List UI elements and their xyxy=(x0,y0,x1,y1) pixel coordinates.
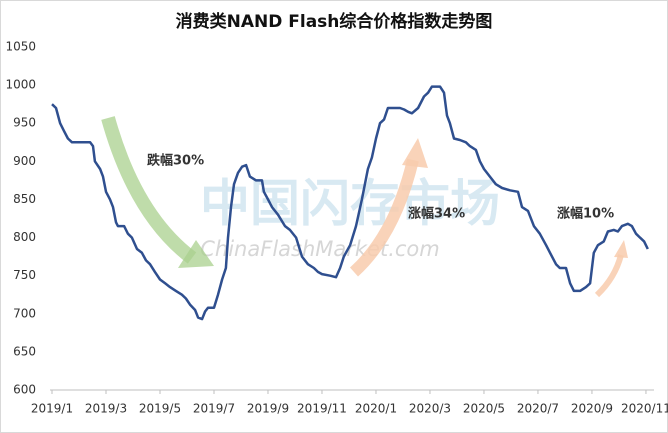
y-tick-label: 950 xyxy=(13,116,36,130)
x-tick-label: 2019/3 xyxy=(85,402,127,416)
down-arrow xyxy=(101,116,197,264)
x-tick-label: 2020/7 xyxy=(517,402,559,416)
x-tick-label: 2020/11 xyxy=(621,402,668,416)
small-up-arrow xyxy=(594,254,624,298)
down-arrow-head xyxy=(178,240,214,268)
y-tick-label: 850 xyxy=(13,192,36,206)
y-tick-label: 700 xyxy=(13,306,36,320)
small-up-arrow-head xyxy=(614,240,628,258)
x-tick-label: 2019/1 xyxy=(31,402,73,416)
annotation: 涨幅10% xyxy=(556,206,614,222)
x-tick-label: 2020/1 xyxy=(355,402,397,416)
x-tick-label: 2020/5 xyxy=(463,402,505,416)
chart-title: 消费类NAND Flash综合价格指数走势图 xyxy=(176,11,493,32)
arrows xyxy=(101,116,628,298)
y-tick-label: 650 xyxy=(13,344,36,358)
x-tick-label: 2020/9 xyxy=(571,402,613,416)
x-tick-label: 2020/3 xyxy=(409,402,451,416)
annotation: 跌幅30% xyxy=(147,153,204,169)
up-arrow xyxy=(349,158,419,277)
watermark: 中国闪存市场 xyxy=(200,175,500,233)
series-line xyxy=(51,85,649,321)
y-tick-label: 800 xyxy=(13,230,36,244)
x-tick-label: 2019/7 xyxy=(193,402,235,416)
annotation: 涨幅34% xyxy=(407,206,465,222)
y-tick-label: 600 xyxy=(13,383,36,397)
y-tick-label: 1050 xyxy=(5,40,36,54)
watermark-sub: ChinaFlashMarket.com xyxy=(200,237,439,261)
up-arrow-head xyxy=(402,138,428,168)
y-tick-label: 900 xyxy=(13,154,36,168)
x-tick-label: 2019/9 xyxy=(247,402,289,416)
y-tick-label: 750 xyxy=(13,268,36,282)
x-tick-label: 2019/11 xyxy=(297,402,347,416)
x-tick-label: 2019/5 xyxy=(139,402,181,416)
y-tick-label: 1000 xyxy=(5,78,36,92)
